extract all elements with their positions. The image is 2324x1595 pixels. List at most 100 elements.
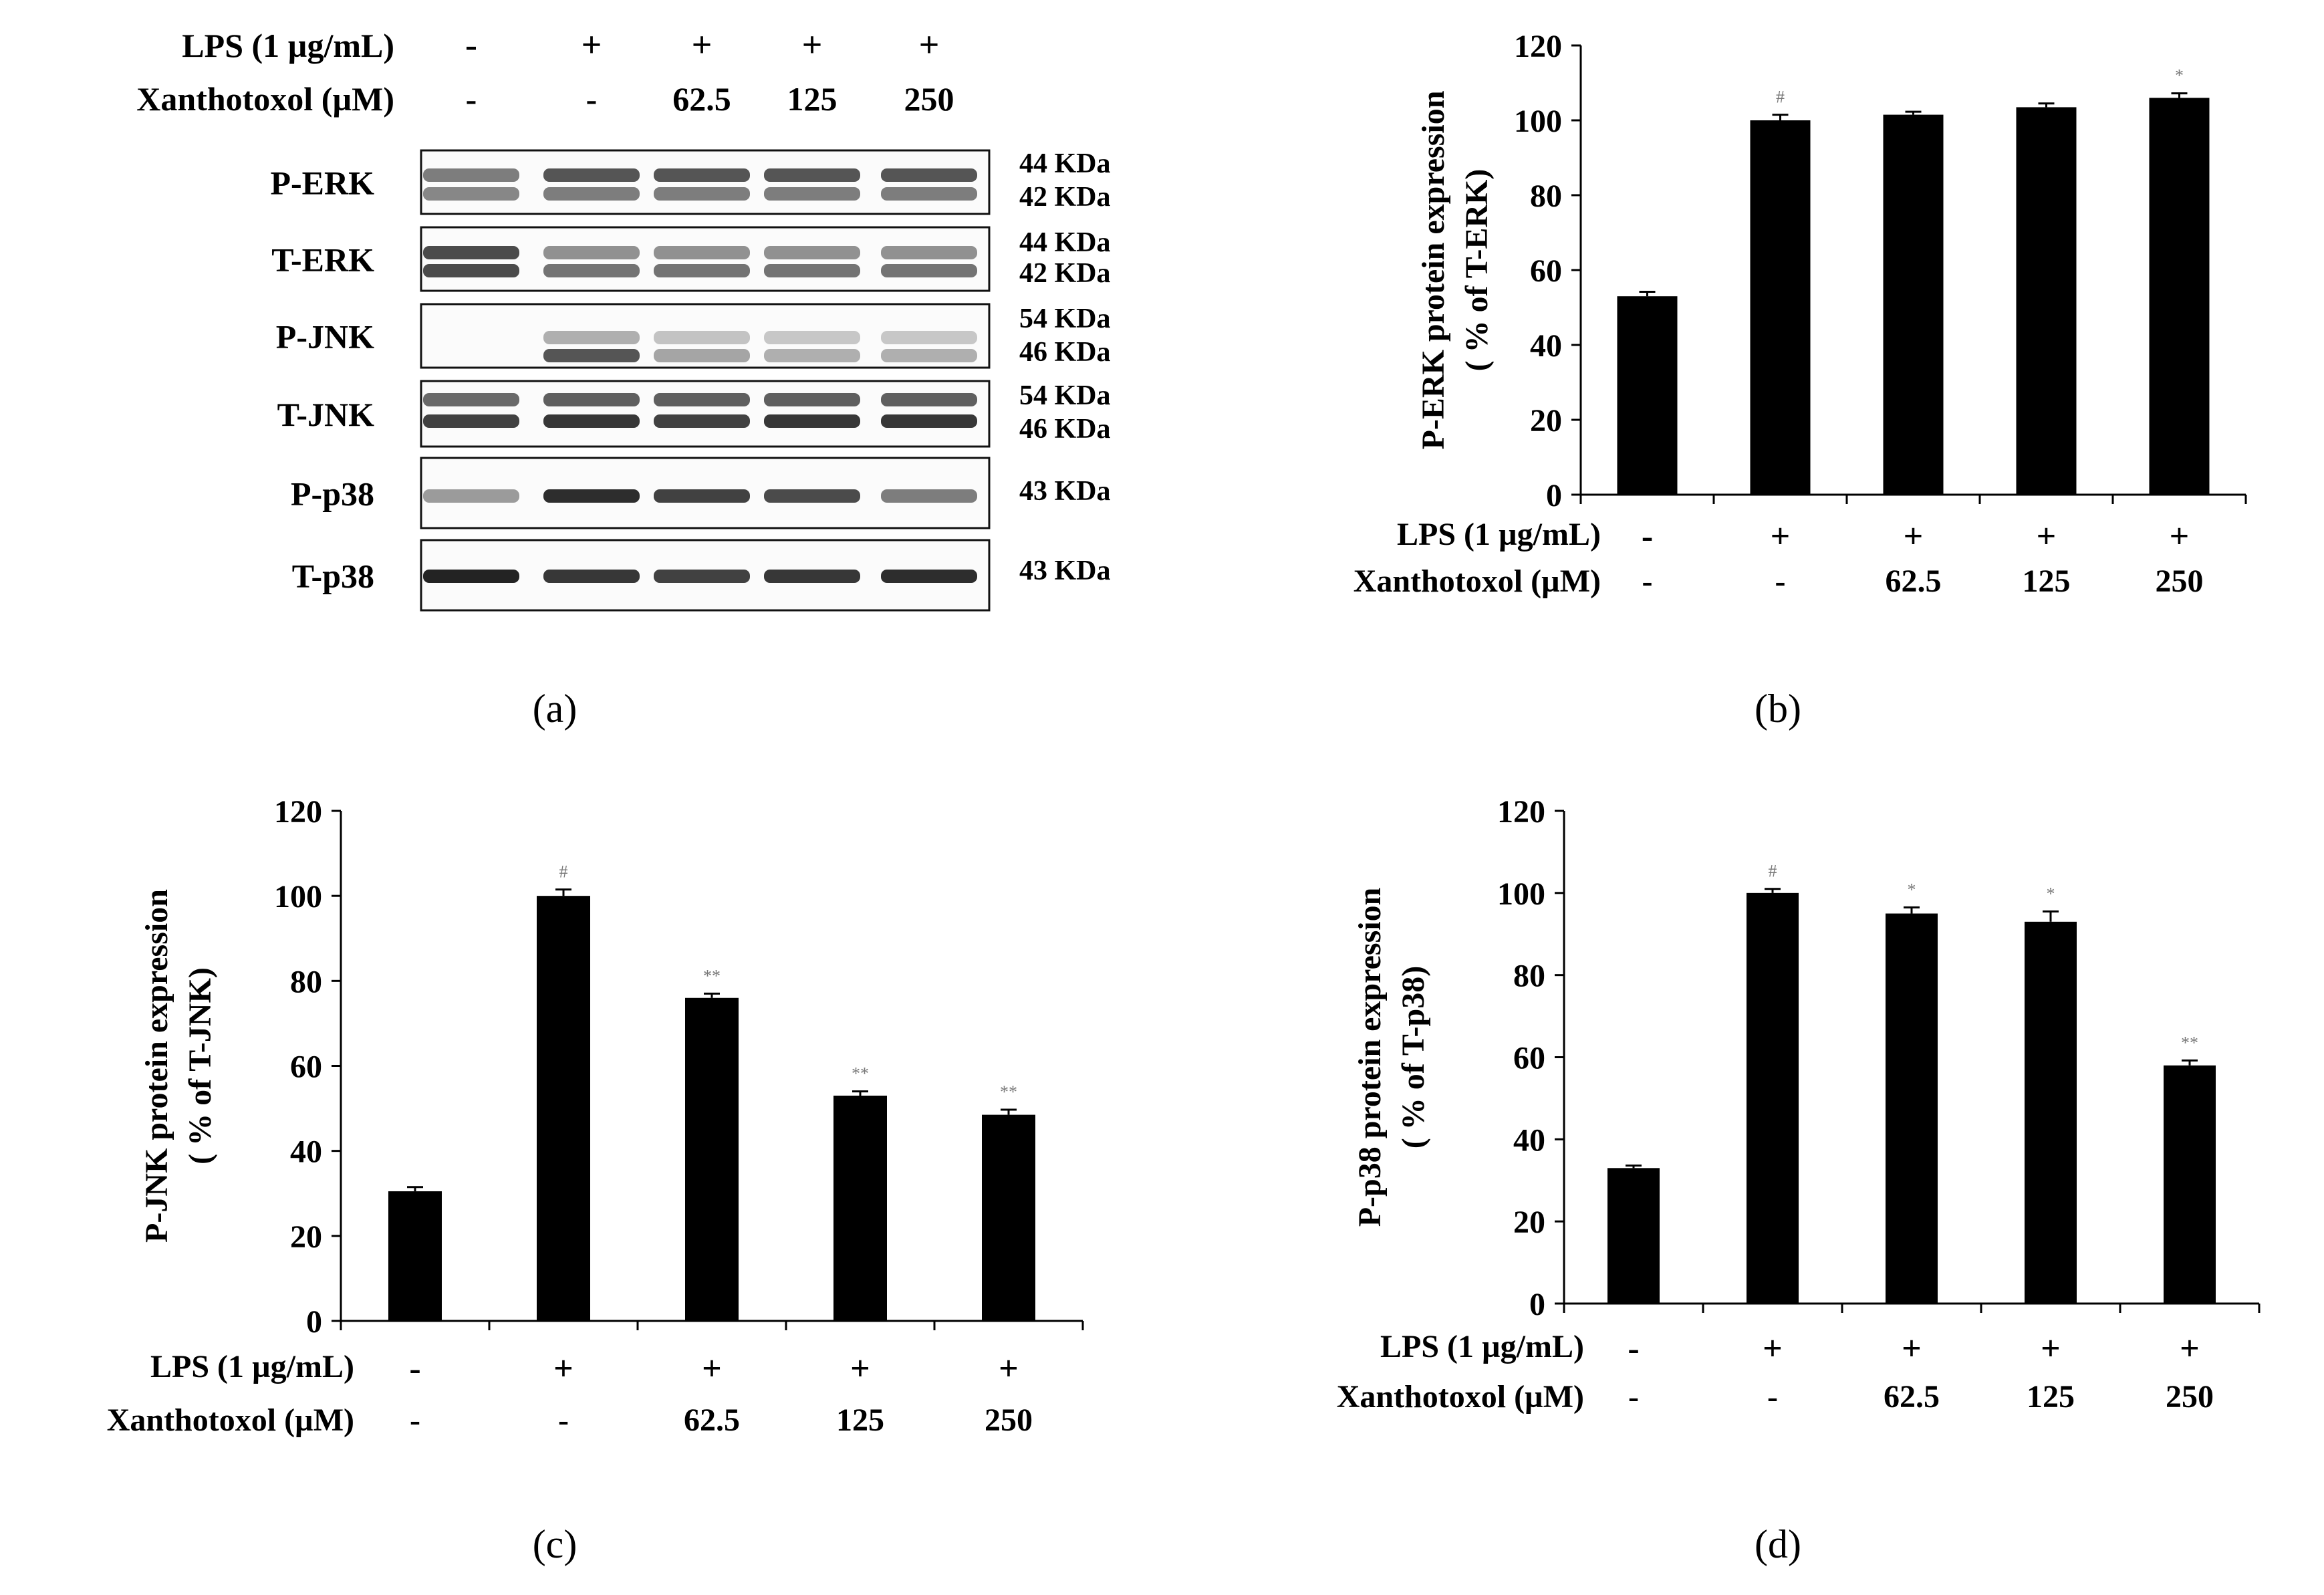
- band: [881, 187, 977, 201]
- y-tick-label: 60: [1530, 253, 1562, 289]
- band: [764, 489, 860, 503]
- bar: [982, 1114, 1035, 1321]
- significance-mark: #: [559, 862, 568, 882]
- band: [654, 246, 750, 259]
- blot-label: P-p38: [291, 475, 374, 513]
- bar: [2016, 107, 2077, 495]
- lps-row-label: LPS (1 µg/mL): [1380, 1329, 1584, 1364]
- band: [543, 331, 640, 344]
- y-tick-label: 40: [1513, 1122, 1545, 1158]
- kda-label: 42 KDa: [1019, 182, 1111, 213]
- lps-row-label: LPS (1 µg/mL): [1397, 517, 1601, 552]
- bar: [1607, 1168, 1660, 1304]
- xanthotoxol-row-label: Xanthotoxol (µM): [1353, 564, 1601, 599]
- band: [543, 489, 640, 503]
- band: [764, 393, 860, 406]
- y-tick-label: 40: [290, 1134, 322, 1170]
- y-tick-label: 20: [1530, 403, 1562, 439]
- band: [543, 168, 640, 182]
- band: [654, 570, 750, 583]
- significance-mark: **: [703, 966, 721, 985]
- header-lps-value: +: [919, 25, 940, 65]
- bar: [2149, 98, 2210, 495]
- band: [881, 246, 977, 259]
- band: [764, 246, 860, 259]
- y-tick-label: 60: [290, 1050, 322, 1085]
- xanthotoxol-row-label: Xanthotoxol (µM): [107, 1402, 354, 1438]
- xanthotoxol-value: 125: [836, 1402, 884, 1438]
- lps-value: +: [2180, 1330, 2200, 1368]
- bar: [1747, 892, 1799, 1304]
- bar: [1750, 120, 1811, 495]
- blot-label: P-JNK: [276, 318, 374, 356]
- blot-label: P-ERK: [270, 164, 374, 202]
- kda-label: 46 KDa: [1019, 414, 1111, 445]
- y-axis-label: P-p38 protein expression: [1352, 888, 1388, 1227]
- xanthotoxol-value: 62.5: [1886, 564, 1942, 599]
- xanthotoxol-value: 250: [2166, 1379, 2214, 1415]
- band: [423, 187, 519, 201]
- band: [543, 393, 640, 406]
- blot-frame: [420, 380, 991, 448]
- lps-value: +: [1771, 517, 1791, 556]
- significance-mark: **: [2181, 1033, 2198, 1052]
- y-tick-label: 100: [1497, 876, 1545, 912]
- blot-p-p38: P-p38 43 KDa: [291, 457, 1111, 529]
- xanthotoxol-value: 250: [2156, 564, 2204, 599]
- band: [764, 187, 860, 201]
- y-tick-label: 100: [274, 879, 322, 914]
- band: [764, 414, 860, 428]
- significance-mark: #: [1769, 862, 1777, 881]
- band: [764, 264, 860, 277]
- band: [543, 246, 640, 259]
- xanthotoxol-value: -: [410, 1402, 420, 1438]
- bar: [1886, 913, 1938, 1304]
- kda-label: 43 KDa: [1019, 476, 1111, 507]
- band: [543, 570, 640, 583]
- bar: [1617, 296, 1678, 495]
- blot-label: T-ERK: [271, 241, 374, 279]
- y-tick-label: 0: [1529, 1287, 1545, 1322]
- xanthotoxol-value: -: [558, 1402, 569, 1438]
- bar: [2025, 921, 2077, 1304]
- xanthotoxol-value: -: [1775, 564, 1786, 599]
- header-lps-label: LPS (1 µg/mL): [182, 27, 394, 64]
- bar: [537, 896, 590, 1321]
- band: [543, 349, 640, 362]
- band: [654, 349, 750, 362]
- band: [543, 414, 640, 428]
- bar: [1883, 114, 1944, 495]
- y-tick-label: 80: [1513, 959, 1545, 994]
- lps-value: +: [999, 1350, 1019, 1388]
- band: [654, 331, 750, 344]
- y-axis-label-line2: ( % of T-p38): [1396, 966, 1431, 1148]
- band: [423, 264, 519, 277]
- lps-value: -: [1628, 1330, 1639, 1368]
- xanthotoxol-value: -: [1642, 564, 1653, 599]
- header-lps-value: -: [465, 25, 477, 65]
- header-xanthotoxol-value: -: [586, 80, 598, 118]
- panel-caption: (b): [1755, 687, 1801, 731]
- xanthotoxol-value: 62.5: [1884, 1379, 1940, 1415]
- band: [423, 168, 519, 182]
- band: [881, 570, 977, 583]
- band: [764, 331, 860, 344]
- band: [764, 349, 860, 362]
- band: [881, 168, 977, 182]
- significance-mark: *: [1908, 880, 1916, 899]
- panel-a: LPS (1 µg/mL) Xanthotoxol (µM) - + + + + - - 62.5…: [136, 25, 1110, 731]
- band: [543, 264, 640, 277]
- y-tick-label: 120: [1497, 794, 1545, 830]
- panel-caption: (a): [533, 687, 577, 731]
- lps-value: +: [553, 1350, 573, 1388]
- y-tick-label: 120: [1514, 29, 1562, 64]
- band: [423, 246, 519, 259]
- header-lps-value: +: [582, 25, 602, 65]
- band: [654, 168, 750, 182]
- band: [654, 393, 750, 406]
